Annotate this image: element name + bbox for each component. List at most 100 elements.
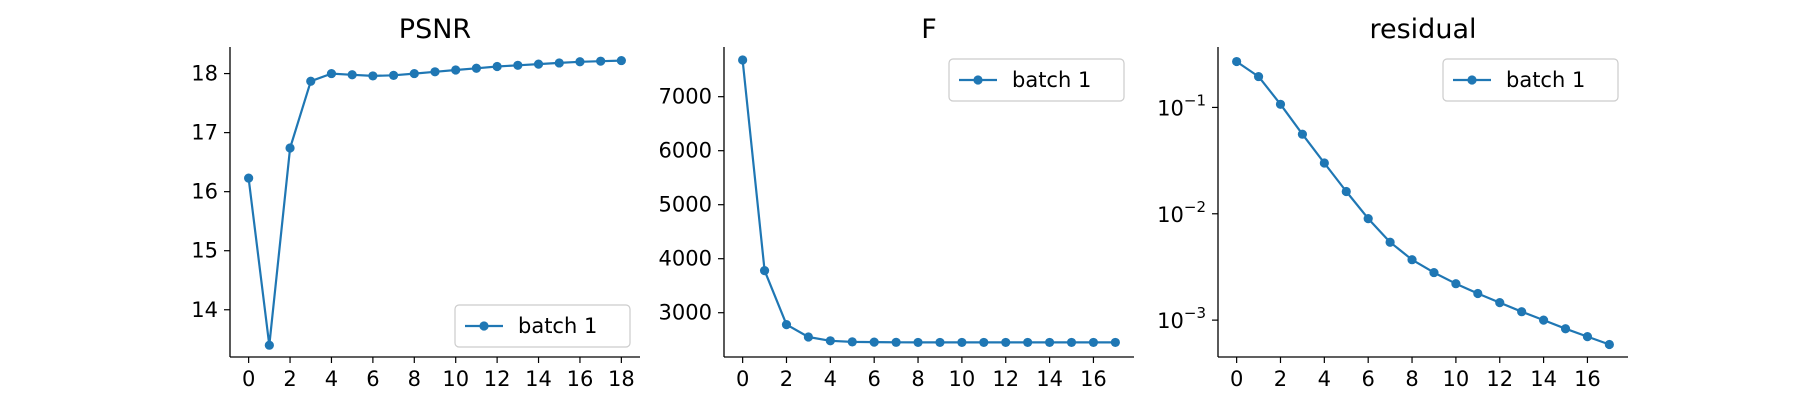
chart-panel-1: F 0 2 4 6 8 10 12 14 16 3000 4000 5000 6000 7000 batch … bbox=[659, 14, 1134, 391]
legend-marker-swatch bbox=[479, 321, 489, 331]
y-tick-label: 3000 bbox=[659, 301, 712, 325]
data-point bbox=[738, 55, 748, 65]
data-point bbox=[1582, 331, 1593, 342]
data-point bbox=[1604, 339, 1614, 350]
data-point bbox=[409, 68, 419, 79]
x-tick-label: 4 bbox=[824, 367, 837, 391]
x-tick-label: 8 bbox=[911, 367, 924, 391]
data-point bbox=[1451, 279, 1461, 289]
x-tick-label: 12 bbox=[1486, 367, 1513, 391]
data-point bbox=[1429, 267, 1439, 278]
data-point bbox=[244, 173, 254, 183]
x-tick-label: 10 bbox=[1443, 367, 1470, 391]
legend: batch 1 bbox=[1442, 58, 1619, 102]
data-point bbox=[759, 265, 770, 276]
data-point bbox=[1297, 129, 1308, 139]
data-point bbox=[1023, 337, 1033, 348]
data-point bbox=[1066, 337, 1077, 348]
y-tick-label-base: 10 bbox=[1157, 203, 1184, 227]
y-tick-label: 14 bbox=[191, 298, 218, 322]
y-tick-label: 7000 bbox=[659, 85, 712, 109]
x-tick-label: 16 bbox=[1574, 367, 1601, 391]
legend-label: batch 1 bbox=[1012, 68, 1091, 92]
x-tick-label: 0 bbox=[736, 367, 749, 391]
data-point bbox=[285, 143, 295, 153]
series-line bbox=[741, 59, 1116, 344]
x-tick-label: 0 bbox=[242, 367, 255, 391]
x-tick-label: 2 bbox=[283, 367, 296, 391]
data-point bbox=[781, 319, 792, 330]
data-point bbox=[1001, 337, 1011, 348]
y-tick-label: 10−3 bbox=[1157, 304, 1206, 333]
chart-title: residual bbox=[1370, 14, 1477, 45]
y-tick-label: 17 bbox=[191, 121, 218, 145]
x-tick-label: 4 bbox=[325, 367, 338, 391]
x-tick-label: 8 bbox=[1405, 367, 1418, 391]
y-tick-label-base: 10 bbox=[1157, 96, 1184, 120]
x-tick-label: 2 bbox=[1274, 367, 1287, 391]
y-tick-label: 4000 bbox=[659, 247, 712, 271]
data-point bbox=[471, 63, 482, 73]
legend-box bbox=[454, 304, 631, 348]
data-point bbox=[533, 59, 544, 69]
x-tick-label: 6 bbox=[366, 367, 379, 391]
x-tick-label: 10 bbox=[949, 367, 976, 391]
x-tick-label: 14 bbox=[1530, 367, 1557, 391]
data-point bbox=[1560, 324, 1571, 334]
x-tick-label: 16 bbox=[567, 367, 594, 391]
data-point bbox=[1044, 337, 1055, 348]
legend-marker-swatch bbox=[973, 75, 983, 85]
y-tick-label: 10−2 bbox=[1157, 198, 1206, 227]
y-tick-label: 6000 bbox=[659, 139, 712, 163]
x-tick-label: 16 bbox=[1080, 367, 1107, 391]
data-point bbox=[430, 67, 440, 77]
chart-title: PSNR bbox=[399, 14, 471, 45]
data-point bbox=[803, 332, 814, 342]
y-tick-label: 18 bbox=[191, 62, 218, 86]
data-point bbox=[575, 57, 585, 67]
data-point bbox=[1363, 214, 1373, 224]
data-point bbox=[616, 55, 626, 66]
legend: batch 1 bbox=[454, 304, 631, 348]
y-tick-label-exponent: −2 bbox=[1184, 198, 1206, 216]
data-point bbox=[979, 337, 989, 348]
chart-panel-0: PSNR 0 2 4 6 8 10 12 14 16 18 14 15 16 17 18 batch 1 bbox=[191, 14, 640, 391]
y-tick-label: 16 bbox=[191, 180, 218, 204]
data-point bbox=[264, 340, 274, 350]
chart-title: F bbox=[921, 14, 937, 45]
x-tick-label: 14 bbox=[1036, 367, 1063, 391]
data-point bbox=[1110, 337, 1120, 348]
data-point bbox=[847, 337, 857, 347]
legend-box bbox=[948, 58, 1125, 102]
data-point bbox=[388, 70, 399, 80]
data-point bbox=[306, 76, 316, 86]
data-point bbox=[1232, 56, 1242, 67]
data-point bbox=[1088, 337, 1099, 348]
data-point bbox=[1495, 298, 1505, 308]
x-tick-label: 10 bbox=[442, 367, 469, 391]
y-tick-label: 10−1 bbox=[1157, 91, 1206, 120]
data-point bbox=[326, 68, 337, 79]
data-point bbox=[1275, 99, 1286, 109]
data-point bbox=[347, 70, 357, 80]
legend: batch 1 bbox=[948, 58, 1125, 102]
x-tick-label: 12 bbox=[992, 367, 1019, 391]
data-point bbox=[1253, 71, 1264, 82]
x-tick-label: 4 bbox=[1318, 367, 1331, 391]
data-point bbox=[1319, 158, 1329, 168]
data-point bbox=[1385, 237, 1395, 247]
legend-box bbox=[1442, 58, 1619, 102]
data-point bbox=[913, 337, 923, 348]
legend-marker-swatch bbox=[1467, 75, 1477, 85]
x-tick-label: 8 bbox=[408, 367, 421, 391]
data-point bbox=[957, 337, 967, 348]
data-point bbox=[869, 337, 879, 347]
data-point bbox=[935, 337, 945, 348]
x-tick-label: 18 bbox=[608, 367, 635, 391]
x-tick-label: 6 bbox=[867, 367, 880, 391]
data-point bbox=[1538, 315, 1549, 325]
y-tick-label: 15 bbox=[191, 239, 218, 263]
legend-label: batch 1 bbox=[1506, 68, 1585, 92]
